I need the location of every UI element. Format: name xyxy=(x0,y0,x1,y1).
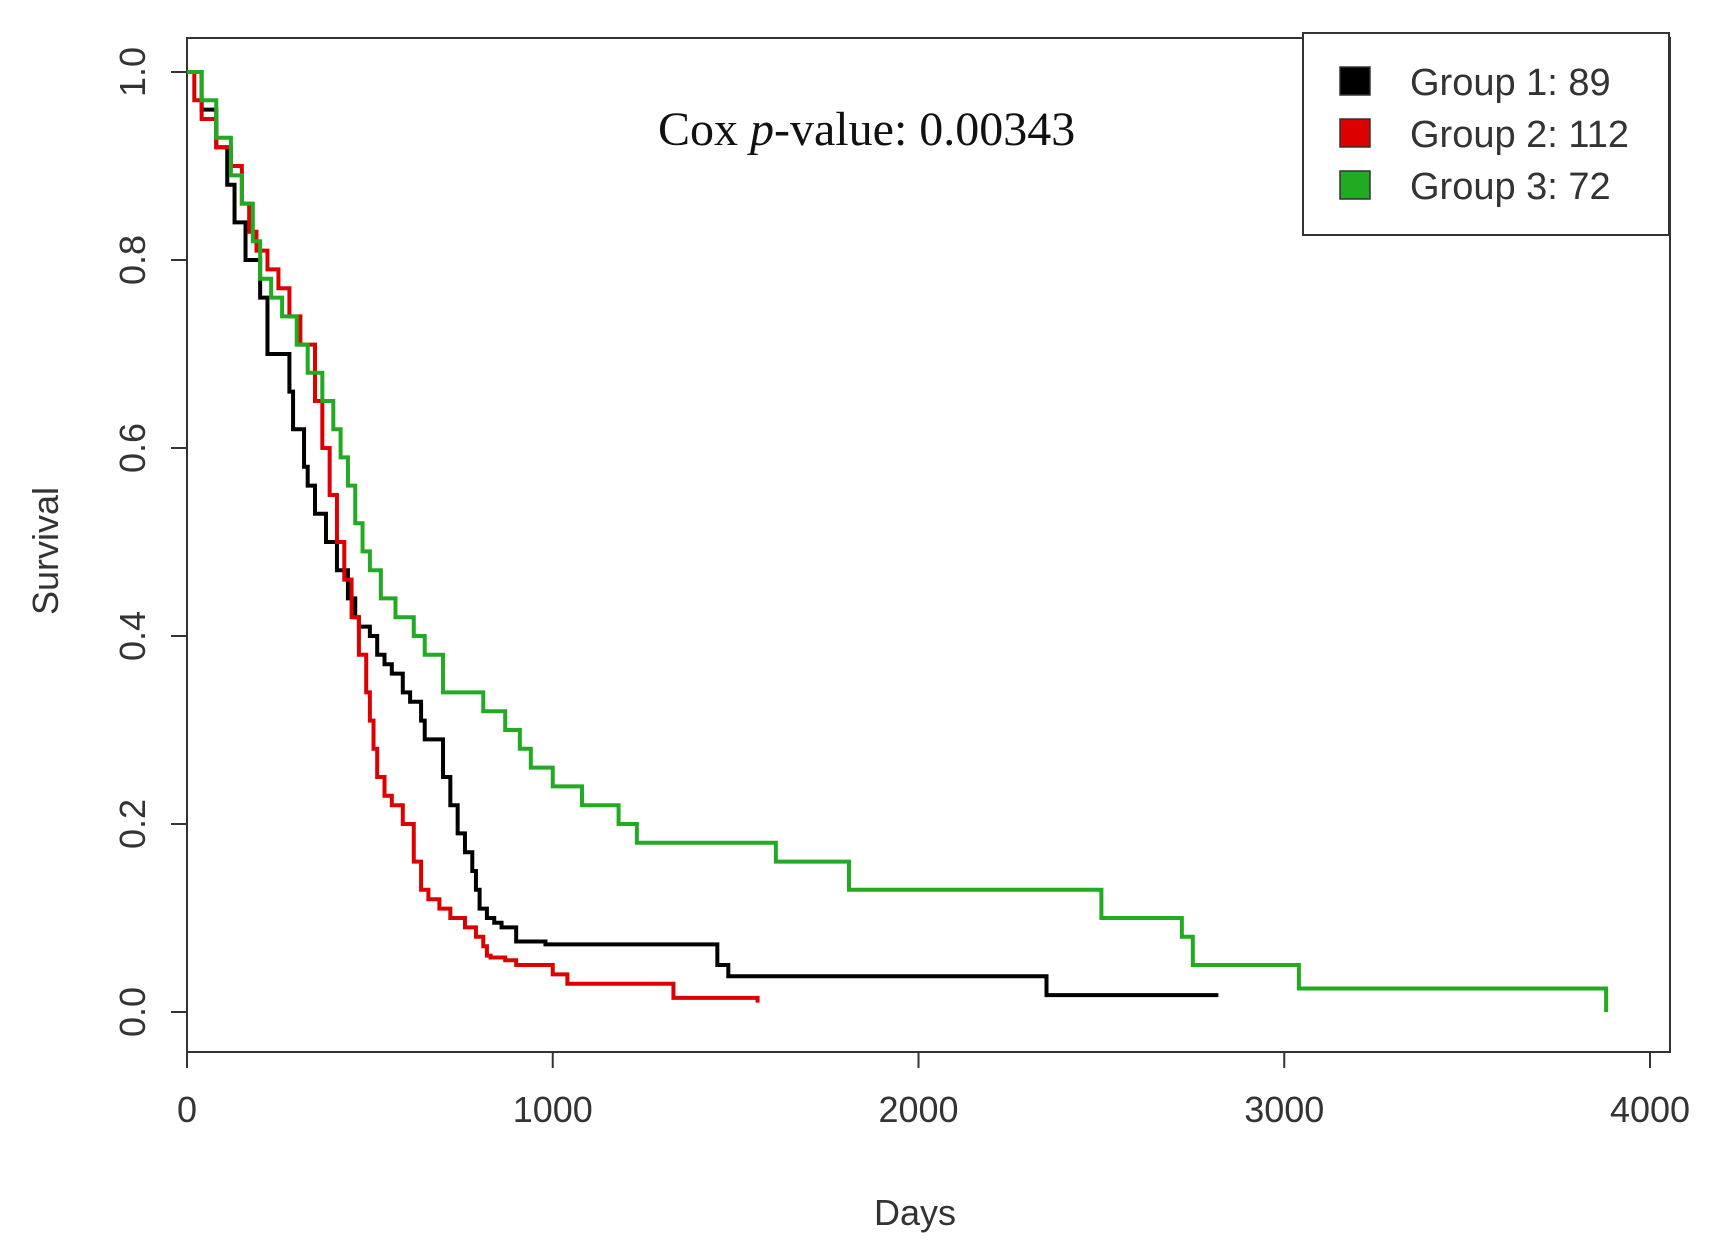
cox-pvalue-annotation: Cox p-value: 0.00343 xyxy=(658,103,1075,156)
y-axis-title: Survival xyxy=(25,487,66,615)
legend-swatch-group-2 xyxy=(1339,118,1371,148)
series-line-group-2 xyxy=(187,70,760,1003)
legend: Group 1: 89 Group 2: 112 Group 3: 72 xyxy=(1302,32,1670,236)
x-tick-label: 4000 xyxy=(1610,1089,1690,1130)
x-axis: 0 1000 2000 3000 4000 xyxy=(177,1051,1690,1130)
y-tick-label: 0.4 xyxy=(112,611,153,661)
x-tick-label: 1000 xyxy=(513,1089,593,1130)
x-tick-label: 2000 xyxy=(878,1089,958,1130)
y-tick-label: 0.8 xyxy=(112,235,153,285)
series-line-group-1 xyxy=(187,70,1219,998)
series-layer xyxy=(187,70,1609,1012)
x-tick-label: 3000 xyxy=(1244,1089,1324,1130)
y-tick-label: 0.6 xyxy=(112,423,153,473)
y-tick-label: 0.0 xyxy=(112,987,153,1037)
y-tick-label: 1.0 xyxy=(112,47,153,97)
annotation-p-italic: p xyxy=(747,103,774,156)
legend-label-group-2: Group 2: 112 xyxy=(1410,114,1629,156)
legend-swatch-group-3 xyxy=(1339,170,1371,200)
y-axis: 0.0 0.2 0.4 0.6 0.8 1.0 xyxy=(112,47,188,1037)
legend-items: Group 1: 89 Group 2: 112 Group 3: 72 xyxy=(1339,62,1629,208)
legend-swatch-group-1 xyxy=(1339,66,1371,96)
legend-label-group-1: Group 1: 89 xyxy=(1410,62,1611,104)
x-tick-label: 0 xyxy=(177,1089,197,1130)
annotation-suffix: -value: 0.00343 xyxy=(774,103,1075,156)
series-line-group-3 xyxy=(187,70,1609,1012)
x-axis-title: Days xyxy=(874,1192,956,1233)
annotation-prefix: Cox xyxy=(658,103,750,156)
legend-label-group-3: Group 3: 72 xyxy=(1410,166,1611,208)
y-tick-label: 0.2 xyxy=(112,799,153,849)
